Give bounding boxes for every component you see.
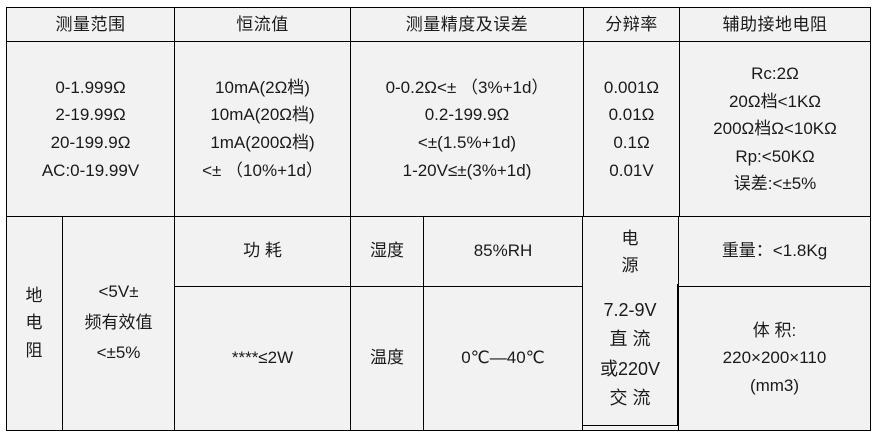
table-header-row: 测量范围 恒流值 测量精度及误差 分辩率 辅助接地电阻 <box>6 7 871 42</box>
cell-humidity-label: 湿度 <box>350 215 424 287</box>
aux-ground-line-1: Rc:2Ω <box>751 64 799 84</box>
header-resolution: 分辩率 <box>583 7 680 42</box>
accuracy-error-line-1: 0-0.2Ω<± （3%+1d） <box>385 77 549 97</box>
measure-range-line-2: 2-19.99Ω <box>55 105 126 125</box>
table-row: 地 电 阻 <5V± 频有效值 <±5% 功 耗 湿度 85%RH 电 源 重量… <box>6 215 871 431</box>
resolution-line-3: 0.1Ω <box>613 133 650 152</box>
constant-current-line-3: 1mA(200Ω档) <box>210 133 315 152</box>
cell-temperature-value: 0℃—40℃ <box>423 285 583 431</box>
measure-range-line-3: 20-199.9Ω <box>50 133 131 152</box>
volume-line-1: 体 积: <box>752 320 797 340</box>
power-supply-value-line-2: 直 流 <box>609 329 651 350</box>
cell-constant-current: 10mA(2Ω档) 10mA(20Ω档) 1mA(200Ω档) <± （10%+… <box>174 41 351 217</box>
accuracy-error-line-4: 1-20V≤±(3%+1d) <box>402 160 532 180</box>
power-supply-value-line-3: 或220V <box>599 358 661 379</box>
accuracy-error-line-3: <±(1.5%+1d) <box>417 133 517 152</box>
accuracy-error-line-2: 0.2-199.9Ω <box>424 105 510 125</box>
cell-power-consumption-value: ****≤2W <box>174 285 351 431</box>
aux-ground-line-5: 误差:<±5% <box>733 174 817 194</box>
table-row: ****≤2W 温度 0℃—40℃ 体 积: 220×200×110 (mm3) <box>7 285 871 431</box>
ground-resistance-char-2: 电 <box>25 313 44 333</box>
spec-table-container: 测量范围 恒流值 测量精度及误差 分辩率 辅助接地电阻 0-1.999Ω 2-1… <box>6 7 871 431</box>
cell-power-supply-value: 7.2-9V 直 流 或220V 交 流 <box>582 284 678 426</box>
cell-aux-ground-resistance: Rc:2Ω 20Ω档<1KΩ 200Ω档Ω<10KΩ Rp:<50KΩ 误差:<… <box>679 41 871 217</box>
volume-line-3: (mm3) <box>749 375 800 395</box>
header-constant-current: 恒流值 <box>174 7 351 42</box>
resolution-line-4: 0.01V <box>609 160 654 180</box>
cell-resolution: 0.001Ω 0.01Ω 0.1Ω 0.01V <box>583 41 680 217</box>
cell-ground-resistance-value: <5V± 频有效值 <±5% <box>62 215 175 431</box>
power-supply-char-1: 电 <box>621 228 640 248</box>
ground-resistance-value-line-1: <5V± <box>98 282 139 302</box>
table-row: 0-1.999Ω 2-19.99Ω 20-199.9Ω AC:0-19.99V … <box>6 41 871 217</box>
resolution-line-2: 0.01Ω <box>608 105 655 125</box>
cell-measure-range: 0-1.999Ω 2-19.99Ω 20-199.9Ω AC:0-19.99V <box>6 41 175 217</box>
ground-resistance-char-3: 阻 <box>25 340 44 360</box>
volume-line-2: 220×200×110 <box>722 348 827 368</box>
measure-range-line-4: AC:0-19.99V <box>41 160 140 180</box>
cell-accuracy-error: 0-0.2Ω<± （3%+1d） 0.2-199.9Ω <±(1.5%+1d) … <box>350 41 584 217</box>
aux-ground-line-4: Rp:<50KΩ <box>735 146 815 166</box>
power-supply-value-line-1: 7.2-9V <box>603 300 657 321</box>
cell-humidity-value: 85%RH <box>423 215 583 287</box>
header-aux-ground-resistance: 辅助接地电阻 <box>679 7 871 42</box>
cell-ground-resistance-label: 地 电 阻 <box>6 215 63 431</box>
header-accuracy-error: 测量精度及误差 <box>350 7 584 42</box>
power-supply-char-2: 源 <box>621 255 640 275</box>
cell-weight: 重量：<1.8Kg <box>678 215 871 287</box>
header-measure-range: 测量范围 <box>6 7 175 42</box>
cell-volume: 体 积: 220×200×110 (mm3) <box>678 285 871 431</box>
constant-current-line-2: 10mA(20Ω档) <box>210 105 315 125</box>
cell-temperature-label: 温度 <box>350 285 424 431</box>
cell-power-consumption-label: 功 耗 <box>174 215 351 287</box>
resolution-line-1: 0.001Ω <box>603 77 660 97</box>
specification-table-top: 测量范围 恒流值 测量精度及误差 分辩率 辅助接地电阻 0-1.999Ω 2-1… <box>6 7 871 217</box>
ground-resistance-char-1: 地 <box>25 285 44 305</box>
measure-range-line-1: 0-1.999Ω <box>55 77 126 97</box>
constant-current-line-1: 10mA(2Ω档) <box>215 77 310 97</box>
constant-current-line-4: <± （10%+1d） <box>202 160 323 180</box>
ground-resistance-value-line-3: <±5% <box>96 343 141 363</box>
aux-ground-line-3: 200Ω档Ω<10KΩ <box>713 119 837 139</box>
power-supply-value-line-4: 交 流 <box>609 387 651 408</box>
specification-table-bottom: 地 电 阻 <5V± 频有效值 <±5% 功 耗 湿度 85%RH 电 源 重量… <box>6 215 871 431</box>
aux-ground-line-2: 20Ω档<1KΩ <box>728 91 822 111</box>
ground-resistance-value-line-2: 频有效值 <box>84 312 153 332</box>
